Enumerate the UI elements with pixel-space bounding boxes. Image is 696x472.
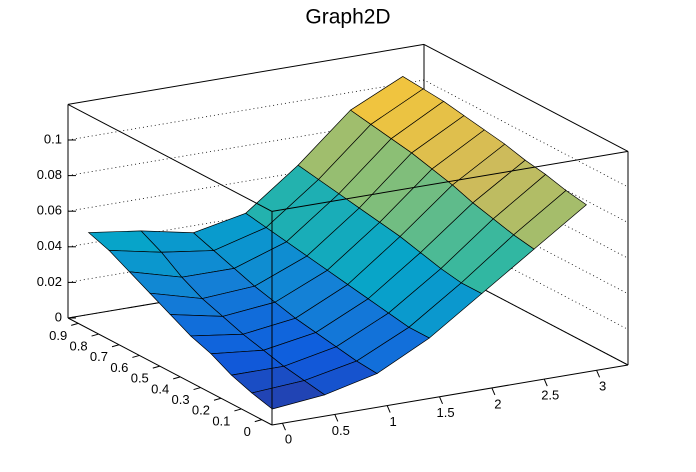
chart-title: Graph2D xyxy=(305,6,390,29)
x-tick xyxy=(282,423,286,431)
grid-line xyxy=(67,115,629,223)
box-edge xyxy=(67,103,273,212)
box-edge xyxy=(271,150,629,212)
x-tick xyxy=(596,370,601,378)
box-edge xyxy=(67,43,425,105)
y-tick-label: 0.8 xyxy=(70,338,88,353)
y-tick xyxy=(213,397,222,401)
box-edge xyxy=(423,43,629,152)
y-tick xyxy=(152,365,160,369)
y-tick-label: 0 xyxy=(244,424,251,439)
y-tick-label: 0.1 xyxy=(212,413,230,428)
x-tick-label: 2 xyxy=(494,396,501,411)
z-tick-label: 0 xyxy=(55,309,62,324)
x-tick-label: 3 xyxy=(599,379,606,394)
x-tick xyxy=(334,414,339,422)
x-tick-label: 0 xyxy=(285,432,292,447)
y-tick-label: 0.6 xyxy=(110,360,128,375)
y-tick xyxy=(91,333,99,337)
x-tick-label: 1 xyxy=(390,414,397,429)
x-tick xyxy=(491,387,496,396)
x-tick xyxy=(386,405,391,413)
box-edge xyxy=(271,364,629,426)
x-tick-label: 0.5 xyxy=(332,423,350,438)
z-tick-label: 0.08 xyxy=(37,167,62,182)
y-tick-label: 0.3 xyxy=(172,392,190,407)
surface-patch xyxy=(251,380,326,410)
y-tick xyxy=(111,344,120,348)
z-tick-label: 0.06 xyxy=(37,203,62,218)
x-tick xyxy=(439,396,443,404)
x-tick xyxy=(543,378,548,387)
x-tick-label: 2.5 xyxy=(541,388,559,403)
y-tick-label: 0.4 xyxy=(151,381,169,396)
z-tick-label: 0.02 xyxy=(37,274,62,289)
y-tick-label: 0.5 xyxy=(131,371,149,386)
grid-line xyxy=(67,150,629,259)
y-tick xyxy=(132,354,140,358)
x-tick-label: 1.5 xyxy=(436,405,454,420)
y-tick-label: 0.9 xyxy=(49,328,67,343)
grid-line xyxy=(67,79,629,188)
y-tick xyxy=(254,419,262,423)
y-tick xyxy=(193,387,201,391)
grid-line xyxy=(67,186,629,295)
y-tick xyxy=(173,376,181,380)
y-tick xyxy=(234,408,242,412)
y-tick-label: 0.2 xyxy=(192,403,210,418)
z-tick-label: 0.04 xyxy=(37,238,62,253)
box-edge xyxy=(67,317,273,426)
z-tick-label: 0.1 xyxy=(44,131,62,146)
y-tick-label: 0.7 xyxy=(90,349,108,364)
y-tick xyxy=(71,322,79,326)
